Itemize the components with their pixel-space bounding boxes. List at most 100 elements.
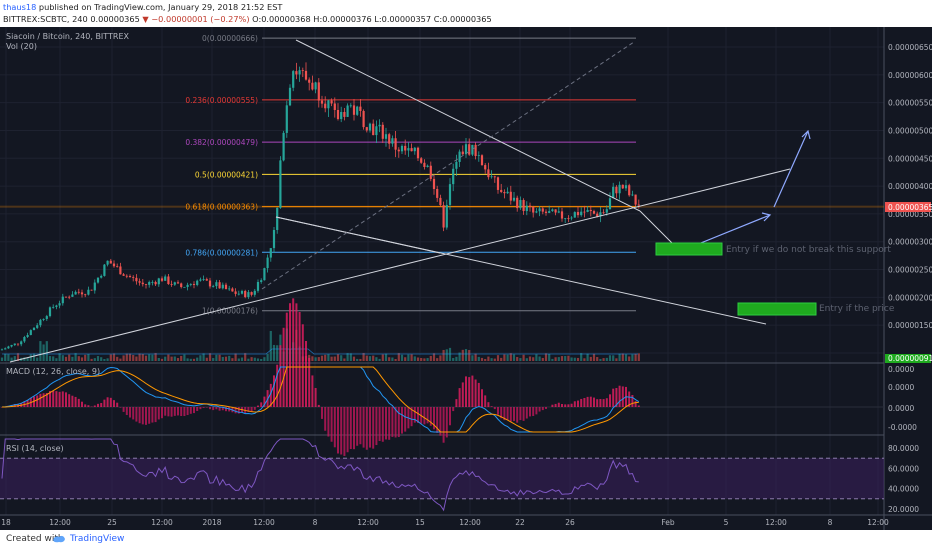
macd-histogram-bar	[525, 407, 528, 419]
macd-histogram-bar	[151, 407, 154, 423]
time-axis[interactable]: 18 12:00 25 12:00 2018 12:00 8 12:00 15 12:00 22 26…	[1, 518, 889, 527]
chart-svg[interactable]: 0(0.00000666) 0.236(0.00000555) 0.382(0.00…	[0, 27, 932, 530]
macd-histogram-bar	[506, 407, 509, 420]
macd-pane[interactable]: 0.0000 0.0000 0.0000 -0.0000	[0, 298, 917, 456]
macd-histogram-bar	[84, 404, 87, 407]
entry-box-support[interactable]	[655, 242, 723, 256]
macd-histogram-bar	[180, 407, 183, 417]
candle-body	[160, 278, 164, 281]
volume-bar	[55, 358, 58, 361]
volume-bar	[221, 356, 224, 361]
macd-line[interactable]	[1, 366, 640, 433]
macd-histogram-bar	[1, 407, 3, 408]
channel-top-line[interactable]	[275, 216, 441, 254]
tradingview-brand[interactable]: TradingView	[70, 534, 125, 544]
volume-bar	[567, 355, 570, 361]
macd-histogram-bar	[327, 407, 330, 437]
candle-body	[263, 268, 266, 281]
ascending-trendline[interactable]	[9, 168, 791, 363]
volume-bar	[135, 356, 138, 361]
candle-body	[176, 282, 180, 284]
volume-bar	[528, 356, 532, 361]
volume-bar	[484, 358, 487, 361]
macd-histogram-bar	[58, 391, 61, 407]
volume-bar	[423, 358, 426, 361]
candle-body	[368, 123, 372, 131]
volume-bar	[256, 358, 260, 361]
macd-signal-line[interactable]	[1, 366, 639, 433]
macd-histogram-bar	[417, 407, 419, 423]
volume-bar	[180, 355, 183, 361]
macd-histogram-bar	[637, 405, 640, 407]
volume-bar	[112, 353, 116, 361]
candle-body	[167, 276, 170, 285]
projection-arrow-b[interactable]	[773, 130, 809, 208]
macd-histogram-bar	[257, 405, 259, 407]
volume-bar	[116, 356, 119, 361]
macd-histogram-bar	[343, 407, 346, 456]
entry-box-price[interactable]	[737, 302, 817, 316]
candle-body	[304, 70, 308, 80]
volume-bar	[234, 353, 237, 361]
chart-area[interactable]: 0(0.00000666) 0.236(0.00000555) 0.382(0.00…	[0, 27, 932, 530]
volume-bar	[311, 356, 314, 361]
fib-level-label: 0.236(0.00000555)	[185, 96, 258, 105]
volume-bar	[240, 357, 244, 361]
descending-trendline[interactable]	[295, 39, 641, 212]
volume-bar	[186, 358, 189, 361]
macd-histogram-bar	[513, 407, 515, 421]
macd-histogram-bar	[221, 407, 224, 411]
macd-histogram-bar	[273, 375, 275, 407]
candle-body	[445, 204, 448, 228]
volume-bar	[208, 353, 212, 361]
macd-histogram-bar	[535, 407, 538, 415]
volume-bar	[317, 357, 320, 361]
candle-body	[535, 211, 538, 213]
candle-body	[442, 205, 445, 228]
macd-histogram-bar	[45, 392, 48, 407]
price-tick-label: 0.00000650	[888, 43, 932, 52]
drawings[interactable]: Entry if we do not break this support En…	[9, 39, 895, 363]
volume-bar	[269, 330, 272, 361]
macd-histogram-bar	[583, 398, 586, 407]
candle-body	[208, 280, 212, 287]
fib-retracement[interactable]: 0(0.00000666) 0.236(0.00000555) 0.382(0.00…	[0, 34, 884, 316]
macd-histogram-bar	[305, 340, 307, 407]
author-link[interactable]: thaus18	[3, 2, 37, 12]
macd-histogram-bar	[397, 407, 400, 438]
macd-histogram-bar	[109, 397, 112, 407]
price-axis[interactable]: 0.00000650 0.00000600 0.00000550 0.00000500…	[888, 43, 932, 330]
candle-body	[125, 275, 128, 277]
macd-histogram-bar	[605, 398, 608, 407]
fib-trend-dashed-line[interactable]	[261, 41, 635, 290]
volume-bar	[362, 353, 365, 361]
candle-body	[301, 70, 304, 72]
rsi-line[interactable]	[1, 438, 639, 512]
macd-histogram-bar	[196, 407, 199, 412]
volume-bar	[599, 358, 602, 361]
candle-body	[372, 123, 375, 136]
macd-histogram-bar	[186, 407, 189, 416]
candle-body	[416, 147, 420, 159]
macd-histogram-bar	[202, 407, 205, 408]
fib-level-label: 1(0.00000176)	[202, 307, 258, 316]
candle-body	[628, 185, 631, 196]
volume-bar	[64, 356, 68, 361]
candle-body	[567, 218, 570, 220]
rsi-tick-label: 20.0000	[888, 505, 919, 514]
time-tick-label: 15	[415, 518, 425, 527]
time-tick-label: 22	[515, 518, 525, 527]
volume-bar	[516, 356, 519, 361]
candle-body	[228, 288, 231, 290]
macd-histogram-bar	[477, 382, 480, 407]
rsi-pane[interactable]: 80.0000 60.0000 40.0000 20.0000	[0, 438, 919, 514]
candle-body	[116, 266, 119, 268]
publication-header: thaus18 published on TradingView.com, Ja…	[0, 0, 932, 26]
volume-bar	[429, 355, 432, 361]
macd-histogram-bar	[106, 397, 109, 407]
macd-histogram-bar	[333, 407, 336, 448]
macd-histogram-bar	[369, 407, 371, 448]
volume-bar	[551, 358, 554, 361]
candle-body	[477, 155, 480, 157]
macd-histogram-bar	[145, 407, 147, 425]
